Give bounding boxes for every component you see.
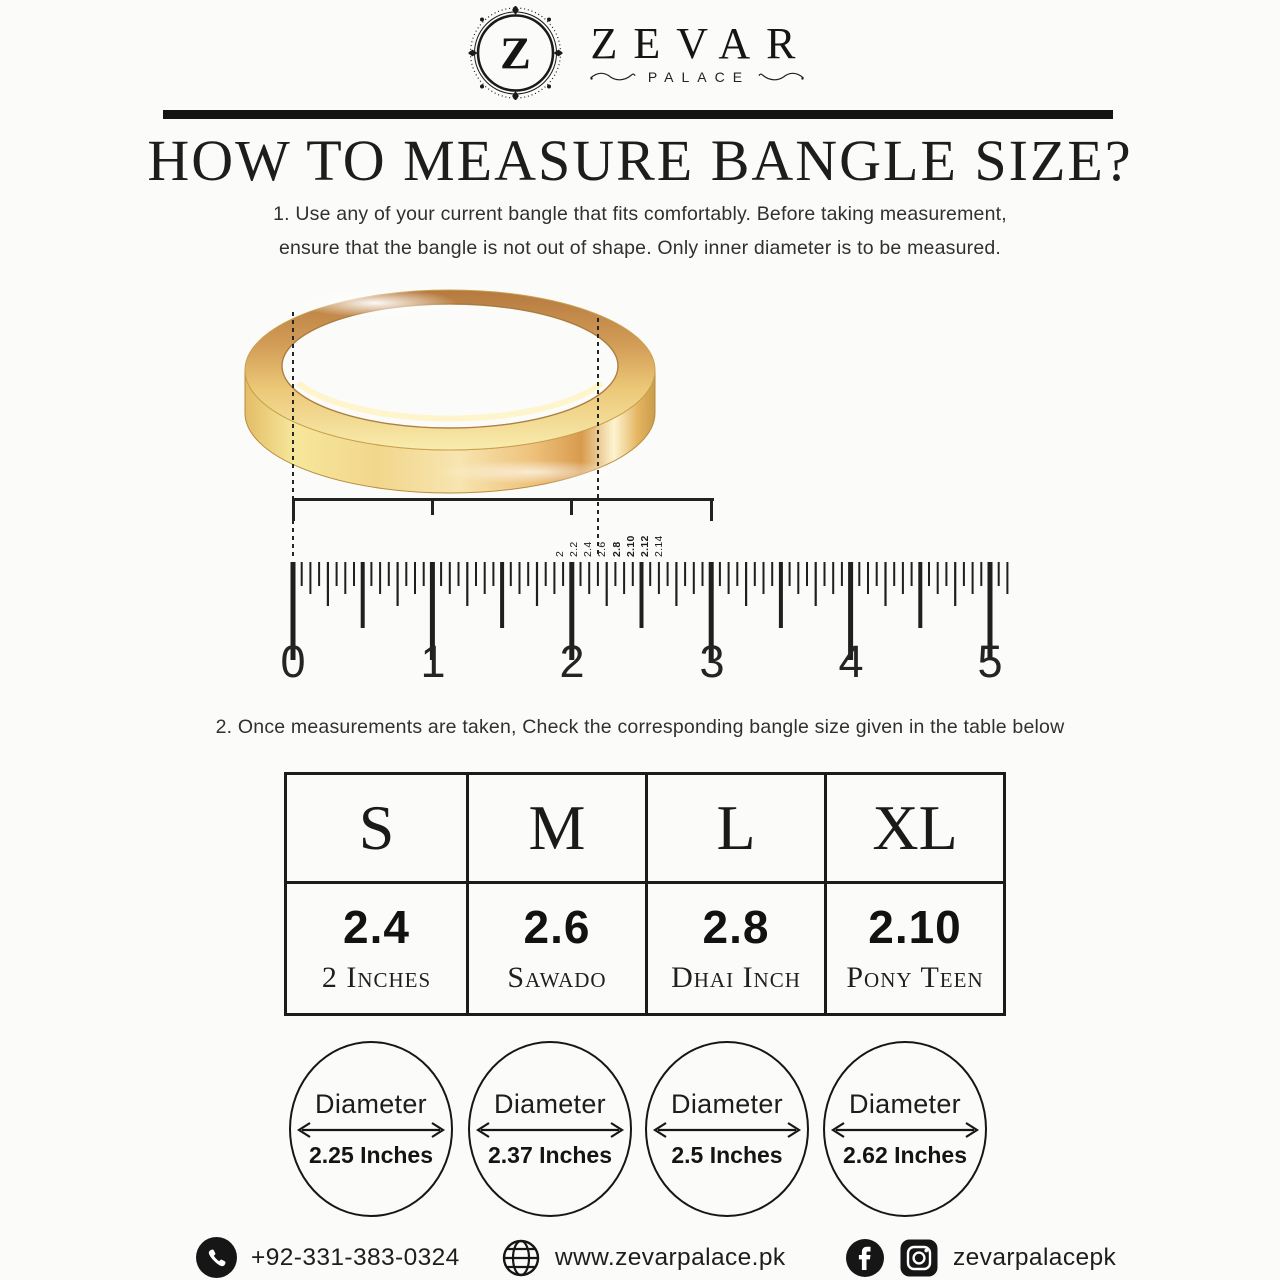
ruler-number: 1 — [420, 636, 446, 687]
diameter-arrow-icon — [296, 1122, 446, 1138]
size-header-cell: L — [645, 775, 824, 881]
ruler-fraction-label: 2.2 — [568, 541, 580, 558]
gold-bangle-image — [244, 289, 656, 494]
size-value-cell: 2.8 Dhai Inch — [645, 881, 824, 1013]
divider-bar — [163, 110, 1113, 119]
ruler-fraction-label: 2.12 — [639, 535, 651, 557]
ruler-fraction-label: 2.6 — [596, 541, 608, 558]
size-value: 2.6 — [523, 901, 591, 953]
ruler-number: 3 — [699, 636, 725, 687]
instagram-icon — [900, 1239, 938, 1276]
size-name: Pony Teen — [846, 961, 984, 994]
size-header-cell: M — [466, 775, 645, 881]
size-value-cell: 2.10 Pony Teen — [824, 881, 1003, 1013]
size-header-cell: S — [358, 792, 395, 863]
diameter-label: Diameter — [315, 1089, 427, 1119]
diameter-circle: Diameter 2.5 Inches — [645, 1041, 809, 1217]
size-name: 2 Inches — [321, 961, 432, 994]
diameter-label: Diameter — [671, 1089, 783, 1119]
ruler-number: 5 — [977, 636, 1003, 687]
footer-social: zevarpalacepk — [845, 1237, 1116, 1278]
diameter-circle: Diameter 2.25 Inches — [289, 1041, 453, 1217]
phone-icon — [196, 1237, 237, 1278]
flourish-left-icon — [590, 72, 636, 81]
brand-logo: Z ZEVAR PALACE — [468, 6, 812, 100]
size-value: 2.8 — [702, 901, 770, 953]
z-monogram: Z — [500, 28, 531, 79]
facebook-icon — [846, 1238, 884, 1277]
ruler-number: 0 — [280, 636, 306, 687]
ruler-number: 4 — [838, 636, 864, 687]
diameter-label: Diameter — [494, 1089, 606, 1119]
social-handle: zevarpalacepk — [953, 1243, 1117, 1271]
step2-text: 2. Once measurements are taken, Check th… — [215, 716, 1065, 738]
phone-number: +92-331-383-0324 — [251, 1243, 460, 1271]
brand-name: ZEVAR — [590, 19, 812, 68]
ruler — [290, 562, 1009, 660]
size-value-cell: 2.4 2 Inches — [287, 881, 466, 1013]
size-table: S M L XL 2.4 2 Inches 2.6 Sawado 2.8 Dha… — [284, 772, 1006, 1016]
measure-dash-left — [292, 312, 294, 558]
footer-website: www.zevarpalace.pk — [501, 1237, 786, 1278]
step1-text-line2: ensure that the bangle is not out of sha… — [278, 237, 1002, 259]
footer-phone: +92-331-383-0324 — [196, 1237, 460, 1278]
diameter-value: 2.25 Inches — [308, 1142, 434, 1168]
size-header-cell: XL — [824, 775, 1003, 881]
measure-dash-right — [597, 318, 599, 558]
ruler-fraction-label: 2.14 — [653, 535, 665, 557]
website-url: www.zevarpalace.pk — [555, 1243, 786, 1271]
ruler-fraction-label: 2.4 — [582, 541, 594, 558]
size-value-cell: 2.6 Sawado — [466, 881, 645, 1013]
flourish-right-icon — [758, 72, 804, 81]
measure-bracket — [292, 498, 714, 521]
globe-icon — [502, 1239, 540, 1276]
diameter-arrow-icon — [830, 1122, 980, 1138]
size-value: 2.4 — [343, 901, 410, 953]
diameter-arrow-icon — [652, 1122, 802, 1138]
ruler-fraction-label: 2.8 — [611, 541, 623, 558]
ruler-fraction-label: 2.10 — [625, 535, 637, 557]
ruler-fraction-label: 2 — [554, 550, 566, 557]
diameter-arrow-icon — [475, 1122, 625, 1138]
brand-tagline: PALACE — [647, 69, 751, 85]
step1-text-line1: 1. Use any of your current bangle that f… — [273, 203, 1007, 225]
size-name: Dhai Inch — [671, 961, 801, 994]
ruler-number: 2 — [559, 636, 585, 687]
size-name: Sawado — [507, 961, 607, 994]
diameter-circle: Diameter 2.37 Inches — [468, 1041, 632, 1217]
diameter-value: 2.62 Inches — [842, 1142, 968, 1168]
page-title: HOW TO MEASURE BANGLE SIZE? — [147, 128, 1133, 193]
zevar-badge-icon: Z — [468, 6, 563, 100]
size-value: 2.10 — [868, 901, 962, 953]
diameter-label: Diameter — [849, 1089, 961, 1119]
diameter-circle: Diameter 2.62 Inches — [823, 1041, 987, 1217]
diameter-value: 2.5 Inches — [671, 1142, 783, 1168]
diameter-value: 2.37 Inches — [487, 1142, 613, 1168]
